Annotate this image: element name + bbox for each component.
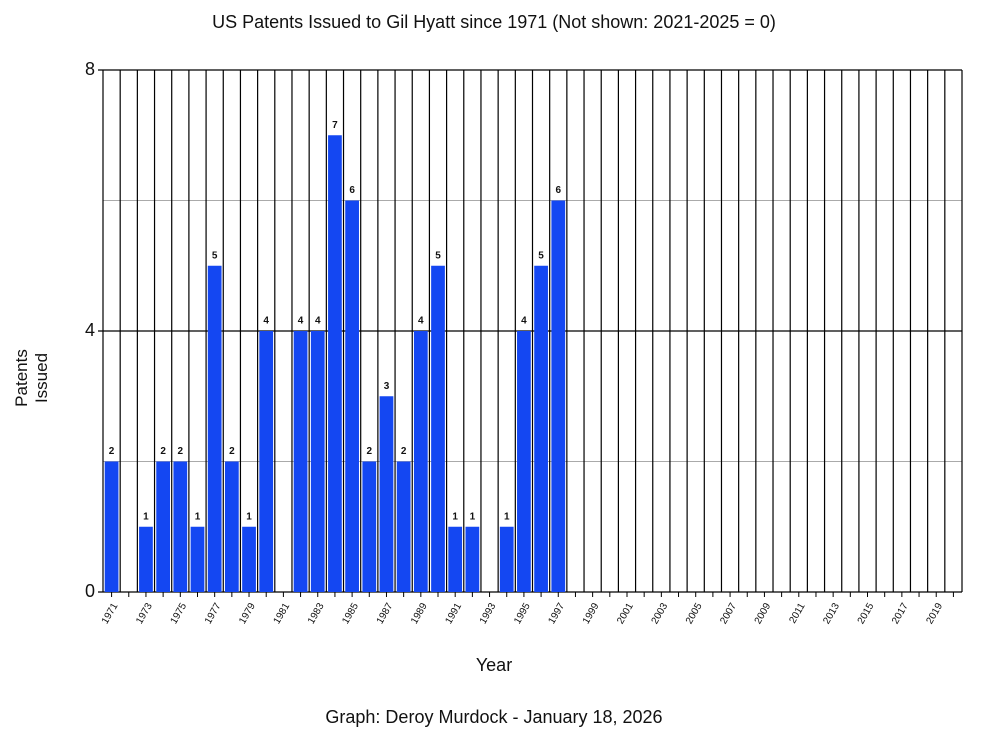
data-label: 2 bbox=[178, 446, 184, 457]
data-label: 4 bbox=[418, 316, 424, 327]
bar bbox=[173, 462, 187, 593]
x-axis-label: Year bbox=[476, 655, 512, 675]
data-label: 1 bbox=[452, 511, 458, 522]
bar bbox=[259, 331, 273, 592]
data-label: 1 bbox=[195, 511, 201, 522]
y-axis-label: Patents Issued bbox=[12, 338, 52, 418]
bar bbox=[345, 201, 359, 593]
bar bbox=[294, 331, 308, 592]
bar bbox=[448, 527, 462, 592]
bar bbox=[431, 266, 445, 592]
data-label: 4 bbox=[315, 316, 321, 327]
y-tick-label: 0 bbox=[85, 581, 95, 601]
bar bbox=[551, 201, 565, 593]
data-label: 1 bbox=[143, 511, 149, 522]
bar bbox=[397, 462, 411, 593]
bar bbox=[139, 527, 153, 592]
data-label: 2 bbox=[229, 446, 235, 457]
data-label: 4 bbox=[298, 316, 304, 327]
x-tick-label: 2013 bbox=[821, 601, 842, 626]
data-label: 1 bbox=[504, 511, 510, 522]
x-tick-label: 1973 bbox=[134, 601, 155, 626]
data-label: 6 bbox=[555, 185, 561, 196]
data-label: 1 bbox=[246, 511, 252, 522]
data-label: 2 bbox=[109, 446, 115, 457]
x-tick-label: 2007 bbox=[718, 601, 739, 626]
x-tick-label: 1991 bbox=[443, 601, 464, 626]
data-label: 6 bbox=[349, 185, 355, 196]
data-label: 5 bbox=[212, 250, 218, 261]
x-tick-label: 2001 bbox=[615, 601, 636, 626]
x-tick-label: 2019 bbox=[924, 601, 945, 626]
x-tick-label: 1989 bbox=[409, 601, 430, 626]
data-label: 3 bbox=[384, 381, 390, 392]
bar bbox=[311, 331, 325, 592]
bar bbox=[362, 462, 376, 593]
x-tick-label: 1979 bbox=[237, 601, 258, 626]
bar bbox=[191, 527, 205, 592]
x-tick-label: 1983 bbox=[306, 601, 327, 626]
footer: Graph: Deroy Murdock - January 18, 2026 bbox=[325, 707, 662, 727]
x-tick-label: 1981 bbox=[272, 601, 293, 626]
data-label: 4 bbox=[521, 316, 527, 327]
bar bbox=[225, 462, 239, 593]
x-tick-label: 1975 bbox=[169, 601, 190, 626]
x-tick-label: 2005 bbox=[684, 601, 705, 626]
data-label: 2 bbox=[367, 446, 373, 457]
x-tick-label: 2009 bbox=[753, 601, 774, 626]
x-tick-label: 2011 bbox=[787, 601, 807, 626]
x-tick-label: 2017 bbox=[890, 601, 911, 626]
x-tick-label: 2003 bbox=[650, 601, 671, 626]
data-label: 2 bbox=[160, 446, 166, 457]
bar bbox=[242, 527, 256, 592]
bar bbox=[414, 331, 428, 592]
bar bbox=[105, 462, 119, 593]
y-tick-label: 4 bbox=[85, 320, 95, 340]
bar bbox=[380, 396, 394, 592]
bar bbox=[328, 135, 342, 592]
data-label: 1 bbox=[470, 511, 476, 522]
bar bbox=[500, 527, 514, 592]
y-tick-label: 8 bbox=[85, 59, 95, 79]
bar bbox=[156, 462, 170, 593]
bar bbox=[465, 527, 479, 592]
x-tick-label: 1997 bbox=[547, 601, 568, 626]
x-tick-label: 1977 bbox=[203, 601, 224, 626]
x-tick-label: 1995 bbox=[512, 601, 533, 626]
x-tick-label: 1971 bbox=[100, 601, 121, 626]
x-tick-label: 1987 bbox=[375, 601, 396, 626]
data-label: 2 bbox=[401, 446, 407, 457]
x-tick-label: 1985 bbox=[340, 601, 361, 626]
data-label: 5 bbox=[435, 250, 441, 261]
bar bbox=[208, 266, 222, 592]
x-tick-label: 1999 bbox=[581, 601, 602, 626]
chart-title: US Patents Issued to Gil Hyatt since 197… bbox=[212, 12, 776, 32]
data-label: 5 bbox=[538, 250, 544, 261]
x-tick-label: 2015 bbox=[856, 601, 877, 626]
data-label: 4 bbox=[263, 316, 269, 327]
bar bbox=[517, 331, 531, 592]
bar bbox=[534, 266, 548, 592]
data-label: 7 bbox=[332, 120, 338, 131]
x-tick-label: 1993 bbox=[478, 601, 499, 626]
